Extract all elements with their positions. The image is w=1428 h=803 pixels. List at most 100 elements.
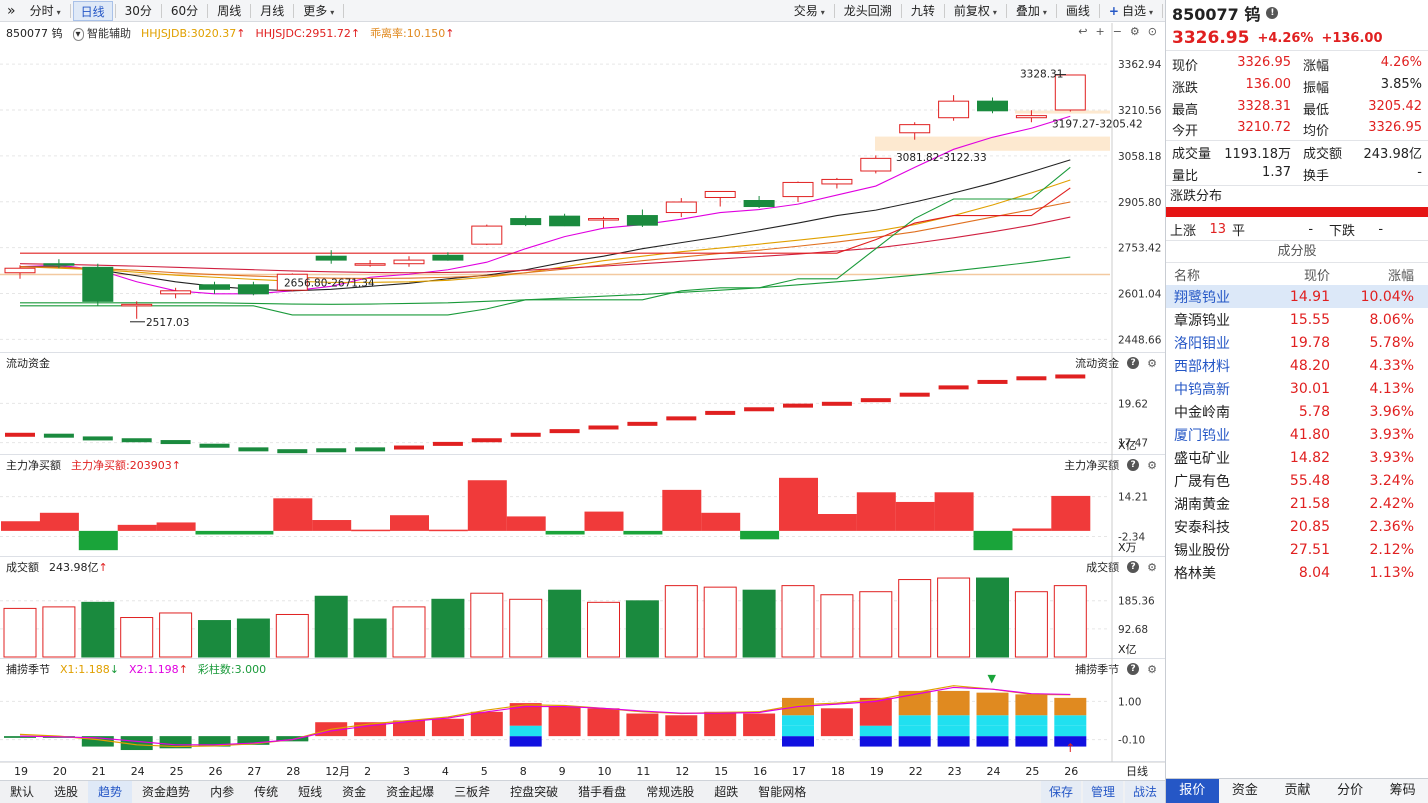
toolbar-btn-2[interactable]: 30分	[118, 1, 159, 21]
collapse-icon[interactable]: »	[7, 2, 16, 19]
close-icon[interactable]: ⊙	[1147, 25, 1157, 38]
y-tick-label: 2753.42	[1118, 243, 1161, 255]
list-item[interactable]: 安泰科技 20.85 2.36%	[1166, 515, 1428, 538]
toolbar-btn-6[interactable]: + 自选 ▾	[1102, 1, 1160, 21]
toolbar-btn-3[interactable]: 前复权 ▾	[947, 1, 1004, 21]
back-icon[interactable]: ↩	[1078, 25, 1088, 38]
season-bar-cyan	[898, 725, 931, 737]
sidebar-tab-1[interactable]: 资金	[1231, 783, 1258, 798]
bottom-right-btn-0[interactable]: 保存	[1040, 781, 1081, 803]
y-tick-label: 3058.18	[1118, 151, 1161, 163]
list-item[interactable]: 中钨高新 30.01 4.13%	[1166, 377, 1428, 400]
toolbar-btn-1[interactable]: 日线	[72, 0, 113, 21]
list-item[interactable]: 西部材料 48.20 4.33%	[1166, 354, 1428, 377]
y-tick-label: 185.36	[1118, 596, 1155, 608]
list-item[interactable]: 章源钨业 15.55 8.06%	[1166, 308, 1428, 331]
settings-icon[interactable]: ⚙	[1129, 25, 1140, 38]
candle-body	[199, 284, 230, 290]
strategy-tab-11[interactable]: 猎手看盘	[578, 785, 627, 799]
stock-pct: 3.93%	[1369, 449, 1414, 466]
list-item[interactable]: 格林美 8.04 1.13%	[1166, 561, 1428, 584]
help-icon[interactable]: ?	[1127, 459, 1140, 471]
sidebar-tab-4[interactable]: 筹码	[1389, 783, 1416, 798]
strategy-tab-8[interactable]: 资金起爆	[386, 785, 435, 799]
season-pane[interactable]: 捕捞季节 X1:1.188↓ X2:1.198↑ 彩柱数:3.000 捕捞季节?…	[0, 659, 1165, 762]
candle-body	[704, 190, 736, 198]
strategy-tab-9[interactable]: 三板斧	[454, 785, 491, 799]
season-bar-blue	[859, 736, 892, 747]
sidebar-tab-0[interactable]: 报价	[1166, 779, 1219, 803]
toolbar-btn-4[interactable]: 周线	[210, 1, 248, 21]
list-item[interactable]: 中金岭南 5.78 3.96%	[1166, 400, 1428, 423]
toolbar-btn-6[interactable]: 更多 ▾	[296, 1, 341, 21]
strategy-tab-5[interactable]: 传统	[254, 785, 279, 799]
quote-key: 成交量	[1172, 146, 1212, 162]
add-icon[interactable]: +	[1095, 25, 1105, 38]
strategy-tab-13[interactable]: 超跌	[714, 785, 739, 799]
strategy-tab-4[interactable]: 内参	[210, 785, 235, 799]
netbuy-bar	[506, 516, 546, 531]
toolbar-btn-3[interactable]: 60分	[164, 1, 205, 21]
quote-cell: 换手 -	[1297, 165, 1428, 184]
flow-bar	[821, 401, 852, 406]
settings-icon[interactable]: ⚙	[1147, 458, 1157, 472]
quote-value: 1.37	[1262, 164, 1291, 180]
volume-pane[interactable]: 成交额 243.98亿↑ 成交额? ⚙ 185.36 92.68 X亿	[0, 557, 1165, 659]
toolbar-btn-1[interactable]: 龙头回溯	[837, 1, 899, 21]
quote-value: 3326.95	[1237, 54, 1291, 70]
list-item[interactable]: 广晟有色 55.48 3.24%	[1166, 469, 1428, 492]
season-bar-orange	[1054, 697, 1087, 716]
strategy-tab-0[interactable]: 默认	[10, 785, 35, 799]
list-item[interactable]: 翔鹭钨业 14.91 10.04%	[1166, 285, 1428, 308]
list-item[interactable]: 锡业股份 27.51 2.12%	[1166, 538, 1428, 561]
strategy-tab-1[interactable]: 选股	[54, 785, 79, 799]
col-name[interactable]: 名称	[1174, 268, 1201, 284]
toolbar-btn-5[interactable]: 月线	[253, 1, 291, 21]
strategy-tab-14[interactable]: 智能网格	[758, 785, 807, 799]
settings-icon[interactable]: ⚙	[1147, 662, 1157, 676]
strategy-tab-2[interactable]: 趋势	[88, 781, 133, 803]
season-bar	[354, 722, 387, 737]
help-icon[interactable]: ?	[1127, 357, 1140, 369]
strategy-tab-10[interactable]: 控盘突破	[510, 785, 559, 799]
col-pct[interactable]: 涨幅	[1387, 268, 1414, 284]
season-bar-cyan	[1054, 725, 1087, 737]
settings-icon[interactable]: ⚙	[1147, 356, 1157, 370]
sidebar-tab-3[interactable]: 分价	[1337, 783, 1364, 798]
smart-assist-toggle[interactable]: ▾ 智能辅助	[72, 25, 131, 41]
x-tick-label: 26	[1064, 765, 1078, 778]
up-arrow-icon: ↑	[178, 662, 188, 676]
x-tick-label: 15	[714, 765, 728, 778]
toolbar-btn-5[interactable]: 画线	[1059, 1, 1097, 21]
quote-cell: 现价 3326.95	[1166, 55, 1297, 74]
help-icon[interactable]: ?	[1127, 561, 1140, 573]
stock-price: 48.20	[1289, 357, 1330, 374]
toolbar-btn-4[interactable]: 叠加 ▾	[1009, 1, 1054, 21]
help-icon[interactable]: ?	[1127, 663, 1140, 675]
netbuy-bar	[545, 530, 585, 535]
toolbar-btn-2[interactable]: 九转	[904, 1, 942, 21]
settings-icon[interactable]: ⚙	[1147, 560, 1157, 574]
list-item[interactable]: 盛屯矿业 14.82 3.93%	[1166, 446, 1428, 469]
strategy-tab-6[interactable]: 短线	[298, 785, 323, 799]
sidebar-tab-2[interactable]: 贡献	[1284, 783, 1311, 798]
netbuy-pane[interactable]: 主力净买额 主力净买额:203903↑ 主力净买额? ⚙ 14.21 -2.34 X万	[0, 455, 1165, 557]
ma-line-ma120	[20, 256, 1071, 305]
list-item[interactable]: 湖南黄金 21.58 2.42%	[1166, 492, 1428, 515]
toolbar-btn-0[interactable]: 分时 ▾	[23, 1, 68, 21]
season-x2-line	[19, 686, 1071, 746]
list-item[interactable]: 厦门钨业 41.80 3.93%	[1166, 423, 1428, 446]
bottom-right-btn-1[interactable]: 管理	[1082, 781, 1123, 803]
col-price[interactable]: 现价	[1303, 268, 1330, 284]
list-item[interactable]: 洛阳钼业 19.78 5.78%	[1166, 331, 1428, 354]
stock-pct: 2.36%	[1369, 518, 1414, 535]
kline-pane[interactable]: 850077 钨 ▾ 智能辅助 HHJSJDB:3020.37↑ HHJSJDC…	[0, 23, 1165, 353]
info-icon[interactable]: !	[1266, 7, 1279, 19]
strategy-tab-3[interactable]: 资金趋势	[142, 785, 191, 799]
strategy-tab-12[interactable]: 常规选股	[646, 785, 695, 799]
flow-pane[interactable]: 流动资金 流动资金? ⚙ 19.62 17.47 X亿	[0, 353, 1165, 455]
minus-icon[interactable]: −	[1112, 25, 1122, 38]
toolbar-btn-0[interactable]: 交易 ▾	[787, 1, 832, 21]
strategy-tab-7[interactable]: 资金	[342, 785, 367, 799]
bottom-right-btn-2[interactable]: 战法	[1124, 781, 1165, 803]
